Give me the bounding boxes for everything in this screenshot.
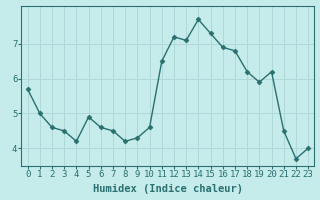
X-axis label: Humidex (Indice chaleur): Humidex (Indice chaleur) [93,184,243,194]
